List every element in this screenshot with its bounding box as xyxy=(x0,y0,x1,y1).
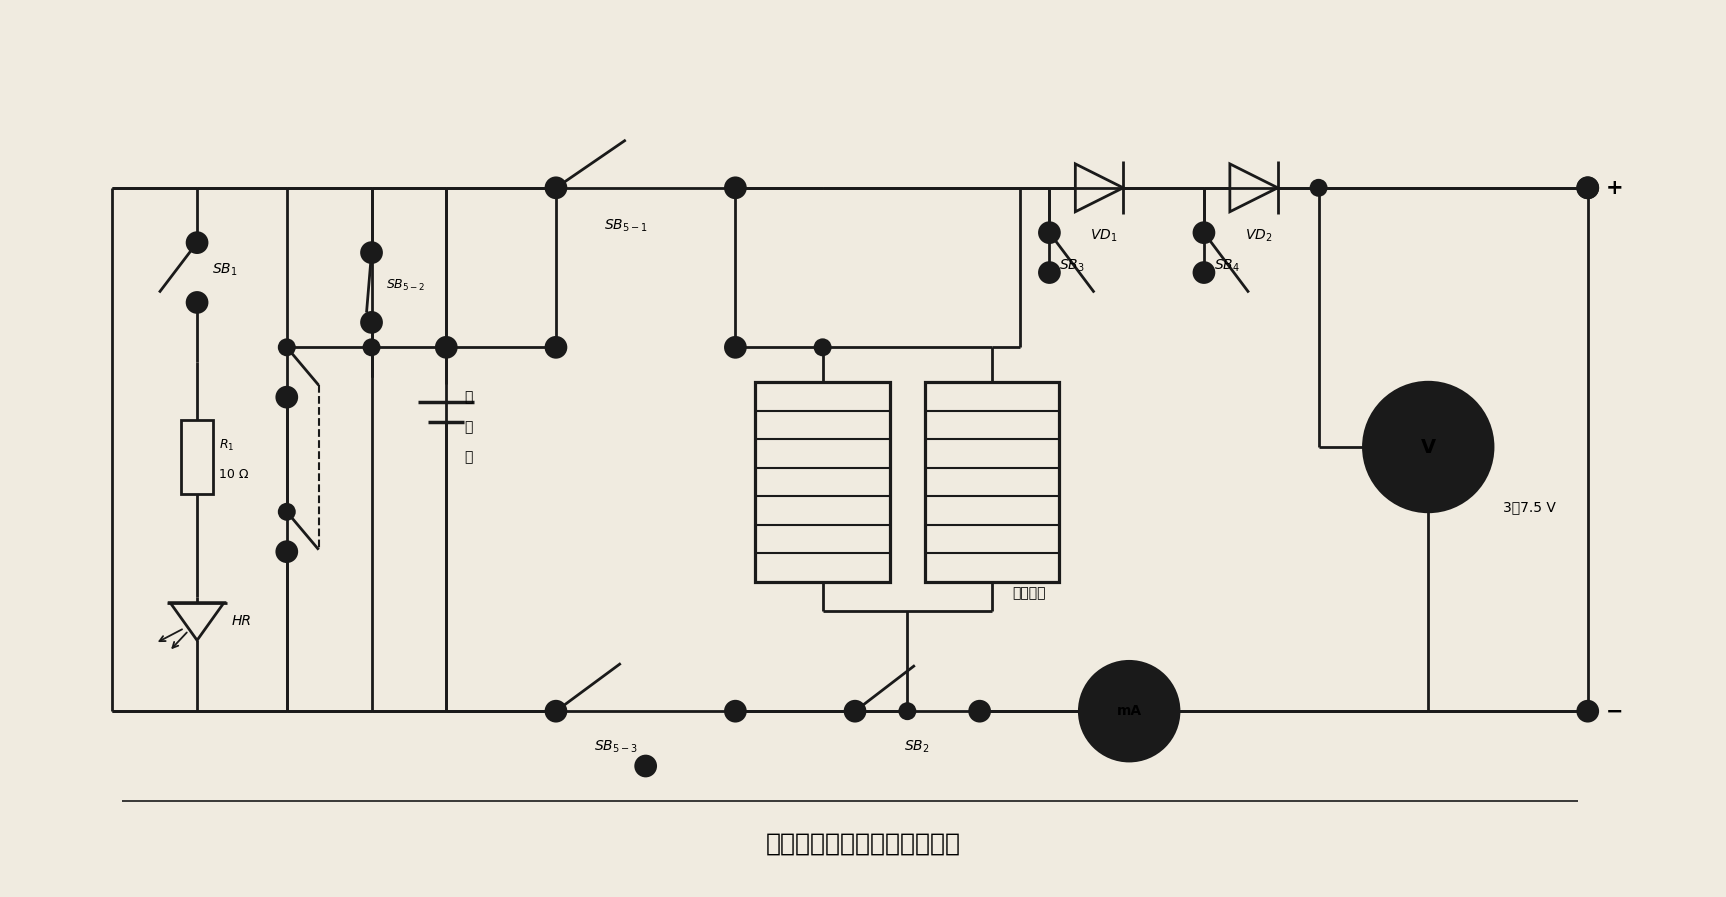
Text: mA: mA xyxy=(1117,704,1141,718)
Circle shape xyxy=(725,337,746,357)
Circle shape xyxy=(278,338,295,356)
Circle shape xyxy=(545,701,566,721)
Circle shape xyxy=(186,292,207,312)
Text: −: − xyxy=(1605,701,1622,721)
Text: 3～7.5 V: 3～7.5 V xyxy=(1503,500,1555,514)
Circle shape xyxy=(970,701,989,721)
Text: SB$_3$: SB$_3$ xyxy=(1060,257,1086,274)
Text: VD$_2$: VD$_2$ xyxy=(1244,228,1272,244)
Circle shape xyxy=(362,338,380,356)
Circle shape xyxy=(635,756,656,776)
Text: SB$_2$: SB$_2$ xyxy=(904,739,930,755)
Circle shape xyxy=(276,388,297,407)
Circle shape xyxy=(846,701,865,721)
Circle shape xyxy=(1310,179,1327,196)
Bar xyxy=(756,382,891,581)
Text: SB$_1$: SB$_1$ xyxy=(212,261,238,278)
Text: 光伏电池: 光伏电池 xyxy=(1011,587,1046,601)
Circle shape xyxy=(1578,701,1598,721)
Circle shape xyxy=(1194,222,1213,243)
Circle shape xyxy=(361,243,381,263)
Circle shape xyxy=(1079,661,1179,761)
Text: 池: 池 xyxy=(464,450,473,464)
Text: +: + xyxy=(1605,178,1624,198)
Circle shape xyxy=(437,337,456,357)
Circle shape xyxy=(725,701,746,721)
Text: 电: 电 xyxy=(464,420,473,434)
Circle shape xyxy=(1364,382,1493,512)
Circle shape xyxy=(1194,263,1213,283)
Circle shape xyxy=(437,338,456,356)
Bar xyxy=(181,420,212,494)
Circle shape xyxy=(813,338,832,356)
Text: SB$_{5-2}$: SB$_{5-2}$ xyxy=(387,278,426,293)
Circle shape xyxy=(545,337,566,357)
Circle shape xyxy=(278,503,295,521)
Circle shape xyxy=(899,702,917,720)
Circle shape xyxy=(276,542,297,562)
Circle shape xyxy=(1578,178,1598,197)
Text: 太阳能多功能充电器电路原理: 太阳能多功能充电器电路原理 xyxy=(766,832,960,856)
Circle shape xyxy=(1039,222,1060,243)
Circle shape xyxy=(725,178,746,197)
Text: SB$_{5-3}$: SB$_{5-3}$ xyxy=(594,739,637,755)
Text: HR: HR xyxy=(231,614,252,629)
Text: SB$_4$: SB$_4$ xyxy=(1213,257,1239,274)
Circle shape xyxy=(1039,263,1060,283)
Circle shape xyxy=(186,232,207,253)
Text: 锂: 锂 xyxy=(464,390,473,405)
Circle shape xyxy=(1578,178,1598,197)
Text: VD$_1$: VD$_1$ xyxy=(1091,228,1118,244)
Text: SB$_{5-1}$: SB$_{5-1}$ xyxy=(604,218,647,234)
Circle shape xyxy=(361,312,381,333)
Text: V: V xyxy=(1420,438,1436,457)
Text: R$_1$: R$_1$ xyxy=(219,438,235,453)
Circle shape xyxy=(545,178,566,197)
Bar xyxy=(925,382,1060,581)
Text: 10 Ω: 10 Ω xyxy=(219,468,249,482)
